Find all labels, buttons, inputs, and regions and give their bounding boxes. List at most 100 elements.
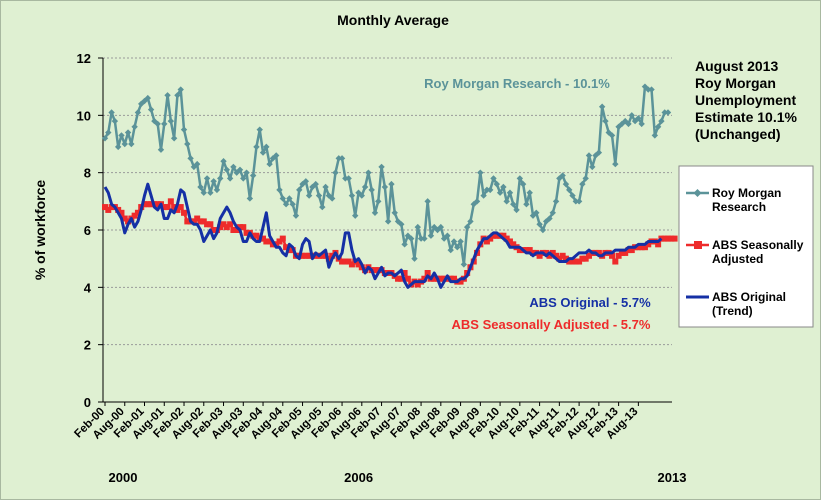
data-point-roy-morgan bbox=[371, 209, 379, 216]
data-point-abs-seasonal bbox=[668, 235, 675, 242]
data-point-roy-morgan bbox=[134, 109, 142, 116]
data-point-roy-morgan bbox=[213, 186, 221, 194]
data-point-roy-morgan bbox=[477, 169, 484, 176]
data-point-abs-seasonal bbox=[546, 252, 553, 259]
legend: Roy Morgan Research ABS Seasonally Adjus… bbox=[678, 165, 814, 328]
legend-label: ABS Seasonally bbox=[712, 238, 804, 252]
data-point-abs-seasonal bbox=[177, 204, 184, 211]
data-point-abs-seasonal bbox=[260, 235, 267, 242]
data-point-abs-seasonal bbox=[194, 215, 201, 222]
data-point-abs-seasonal bbox=[223, 224, 230, 231]
data-point-abs-seasonal bbox=[559, 252, 566, 259]
side-note-line: Roy Morgan bbox=[695, 75, 776, 91]
data-point-abs-seasonal bbox=[134, 209, 141, 216]
data-point-roy-morgan bbox=[569, 192, 576, 199]
data-point-roy-morgan bbox=[319, 203, 326, 211]
data-point-abs-seasonal bbox=[671, 235, 678, 242]
data-point-roy-morgan bbox=[230, 163, 237, 171]
data-point-roy-morgan bbox=[467, 218, 474, 225]
data-point-roy-morgan bbox=[207, 189, 214, 196]
data-point-abs-seasonal bbox=[625, 247, 632, 254]
data-point-abs-seasonal bbox=[299, 252, 306, 259]
data-point-roy-morgan bbox=[253, 143, 260, 151]
data-point-abs-seasonal bbox=[536, 252, 543, 259]
data-point-roy-morgan bbox=[180, 126, 188, 133]
data-point-abs-seasonal bbox=[622, 249, 629, 256]
legend-item-abs-seasonal: ABS Seasonally Adjusted bbox=[686, 238, 804, 266]
data-point-roy-morgan bbox=[131, 123, 138, 130]
data-point-abs-seasonal bbox=[200, 218, 207, 225]
data-point-abs-seasonal bbox=[582, 255, 589, 262]
data-point-abs-seasonal bbox=[207, 221, 214, 228]
legend-marker bbox=[694, 241, 702, 249]
data-point-roy-morgan bbox=[480, 192, 487, 199]
data-point-roy-morgan bbox=[447, 246, 454, 254]
year-label: 2013 bbox=[658, 470, 687, 485]
data-point-roy-morgan bbox=[608, 132, 616, 139]
data-point-roy-morgan bbox=[641, 83, 649, 90]
data-point-roy-morgan bbox=[128, 140, 135, 148]
data-point-roy-morgan bbox=[249, 172, 257, 179]
legend-label: Roy Morgan bbox=[712, 186, 781, 200]
data-point-abs-seasonal bbox=[543, 249, 550, 256]
data-point-roy-morgan bbox=[519, 180, 527, 188]
data-point-roy-morgan bbox=[365, 169, 372, 176]
data-point-roy-morgan bbox=[273, 152, 280, 159]
data-point-roy-morgan bbox=[444, 232, 451, 239]
data-point-abs-seasonal bbox=[556, 255, 563, 262]
data-point-roy-morgan bbox=[154, 120, 161, 128]
data-point-abs-seasonal bbox=[230, 227, 237, 233]
data-point-abs-seasonal bbox=[569, 258, 576, 265]
data-point-roy-morgan bbox=[378, 163, 385, 171]
data-point-abs-seasonal bbox=[395, 275, 402, 282]
data-point-abs-seasonal bbox=[450, 275, 457, 282]
data-point-roy-morgan bbox=[516, 175, 524, 182]
data-point-roy-morgan bbox=[279, 195, 286, 202]
roy-morgan-annotation: Roy Morgan Research - 10.1% bbox=[424, 76, 610, 91]
data-point-abs-seasonal bbox=[576, 258, 583, 265]
data-point-abs-seasonal bbox=[355, 261, 362, 268]
data-point-abs-seasonal bbox=[204, 221, 211, 228]
data-point-roy-morgan bbox=[375, 198, 382, 205]
data-point-roy-morgan bbox=[648, 86, 655, 93]
data-point-roy-morgan bbox=[513, 206, 520, 214]
y-tick-label: 2 bbox=[84, 338, 91, 353]
data-point-roy-morgan bbox=[200, 189, 207, 196]
data-point-roy-morgan bbox=[556, 175, 563, 182]
data-point-roy-morgan bbox=[454, 244, 461, 251]
data-point-roy-morgan bbox=[490, 175, 497, 182]
data-point-abs-seasonal bbox=[236, 224, 243, 231]
x-tick-labels: Feb-00Aug-00Feb-01Aug-01Feb-02Aug-02Feb-… bbox=[72, 405, 640, 441]
data-point-abs-seasonal bbox=[233, 227, 240, 233]
data-point-roy-morgan bbox=[338, 155, 346, 162]
data-point-roy-morgan bbox=[305, 192, 313, 199]
data-point-abs-seasonal bbox=[638, 244, 645, 251]
data-point-abs-seasonal bbox=[144, 201, 151, 208]
data-point-abs-seasonal bbox=[645, 241, 652, 248]
data-point-roy-morgan bbox=[147, 106, 155, 113]
data-point-abs-seasonal bbox=[618, 249, 625, 256]
data-point-abs-seasonal bbox=[342, 258, 349, 265]
data-point-roy-morgan bbox=[368, 186, 375, 194]
data-point-roy-morgan bbox=[625, 120, 632, 128]
data-point-roy-morgan bbox=[187, 155, 194, 162]
data-point-roy-morgan bbox=[536, 221, 543, 228]
data-point-abs-seasonal bbox=[243, 229, 250, 236]
data-point-roy-morgan bbox=[263, 143, 270, 151]
data-point-abs-seasonal bbox=[161, 204, 168, 211]
y-tick-label: 0 bbox=[84, 395, 91, 410]
data-point-roy-morgan bbox=[276, 186, 283, 194]
data-point-roy-morgan bbox=[391, 209, 398, 216]
data-point-roy-morgan bbox=[500, 183, 507, 191]
data-point-abs-seasonal bbox=[612, 258, 619, 265]
data-point-roy-morgan bbox=[595, 149, 603, 156]
data-point-roy-morgan bbox=[615, 123, 622, 130]
data-point-abs-seasonal bbox=[661, 235, 668, 242]
grid-lines bbox=[103, 57, 672, 346]
y-tick-label: 6 bbox=[84, 223, 91, 238]
data-point-roy-morgan bbox=[579, 180, 586, 188]
y-tick-label: 4 bbox=[84, 280, 92, 295]
data-point-abs-seasonal bbox=[401, 270, 408, 276]
data-point-abs-seasonal bbox=[181, 209, 188, 216]
data-point-roy-morgan bbox=[266, 160, 273, 168]
